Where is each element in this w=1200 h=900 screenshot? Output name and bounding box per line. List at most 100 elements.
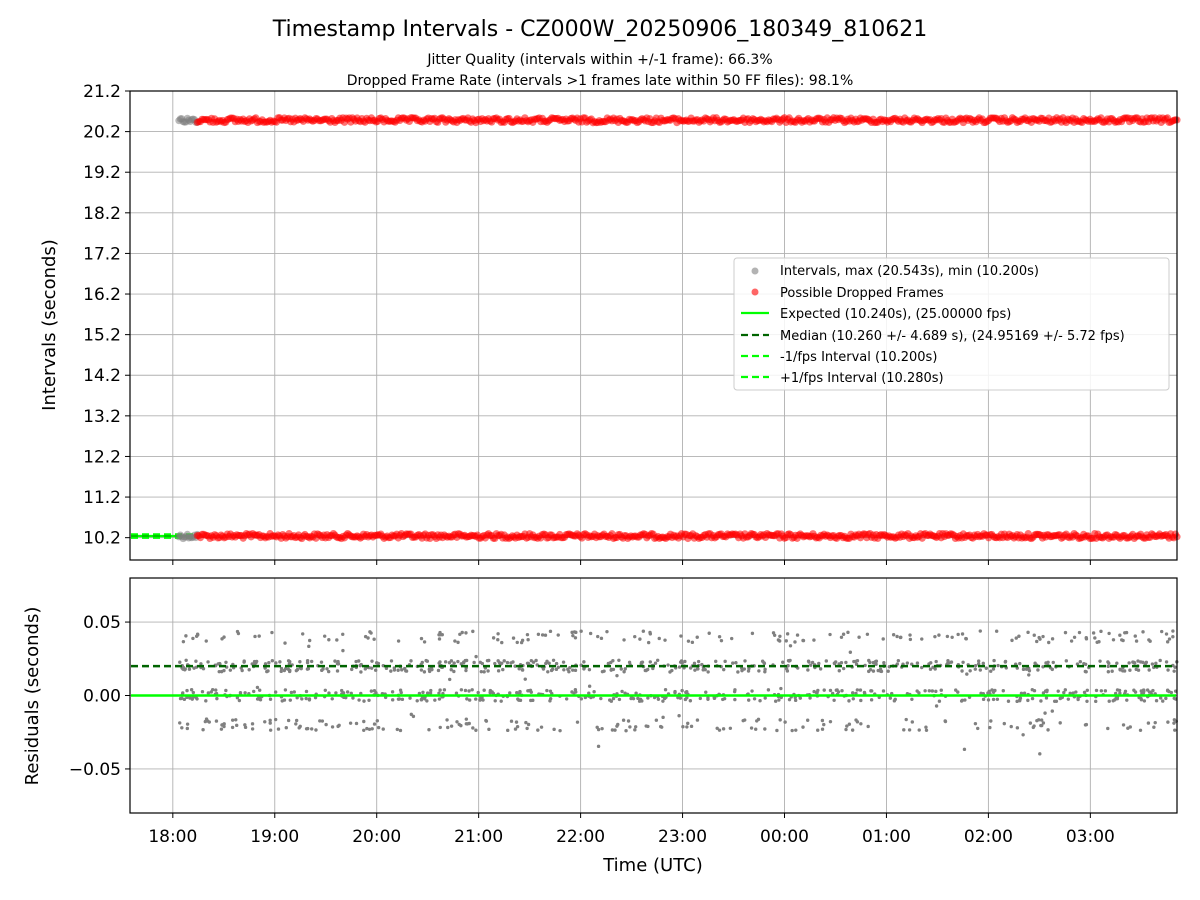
residual-point-108 — [992, 658, 996, 663]
residual-point-1154 — [620, 689, 624, 694]
residual-point-1054 — [1035, 639, 1039, 644]
residual-point-1050 — [419, 668, 424, 672]
residual-point-743 — [841, 632, 846, 636]
residual-point-772 — [265, 669, 269, 674]
residual-point-459 — [1001, 689, 1005, 693]
residual-point-494 — [599, 696, 603, 701]
residual-point-908 — [1133, 690, 1138, 694]
residual-point-145 — [456, 659, 460, 664]
residual-point-635 — [588, 631, 593, 636]
residual-point-460 — [428, 691, 433, 695]
residual-point-453 — [855, 688, 860, 692]
residual-point-203 — [357, 659, 361, 663]
residual-point-428 — [1107, 699, 1111, 703]
residual-point-33 — [476, 690, 480, 695]
residual-point-269 — [288, 660, 292, 664]
residual-point-101 — [571, 668, 575, 672]
residual-point-871 — [389, 669, 393, 673]
residual-point-727 — [981, 697, 986, 702]
legend-box — [733, 257, 1170, 391]
residual-point-79 — [189, 688, 194, 692]
residual-point-839 — [646, 640, 651, 645]
residual-point-708 — [404, 669, 409, 673]
residual-point-557 — [822, 688, 826, 692]
residual-point-831 — [871, 660, 876, 665]
residual-point-1133 — [989, 719, 993, 723]
residual-point-1149 — [673, 690, 677, 695]
residual-point-266 — [1164, 632, 1169, 636]
residual-point-1239 — [513, 727, 518, 731]
residual-point-279 — [1171, 635, 1175, 639]
residual-point-1059 — [695, 667, 700, 671]
residual-point-608 — [415, 699, 419, 703]
legend-marker-intervals — [751, 267, 759, 275]
x-tick-label-1: 19:00 — [250, 827, 299, 847]
residual-point-659 — [1095, 640, 1099, 645]
residual-point-20 — [354, 659, 358, 664]
residual-point-600 — [1128, 668, 1132, 672]
residual-point-32 — [1082, 690, 1087, 695]
residual-point-796 — [460, 630, 464, 635]
residual-point-945 — [1107, 661, 1111, 666]
residuals-y-ticks: 0.05 0.00 −0.05 — [69, 613, 130, 780]
residual-point-808 — [822, 722, 826, 727]
residual-point-402 — [750, 689, 754, 693]
residual-point-977 — [330, 697, 334, 701]
residual-point-470 — [1024, 667, 1029, 671]
residual-point-65 — [981, 661, 985, 666]
residual-point-666 — [1041, 721, 1046, 725]
residual-point-75 — [1046, 728, 1050, 732]
residual-point-561 — [721, 727, 726, 731]
residual-point-283 — [304, 689, 309, 694]
residual-point-352 — [1141, 630, 1145, 634]
residual-point-785 — [923, 689, 927, 693]
residual-point-1080 — [482, 688, 486, 692]
residual-point-354 — [318, 719, 322, 723]
residual-point-1229 — [1159, 696, 1163, 700]
residual-point-508 — [467, 721, 471, 726]
residual-point-699 — [676, 695, 680, 700]
residual-point-1129 — [820, 718, 825, 723]
residual-point-72 — [924, 728, 929, 732]
residual-point-955 — [855, 720, 860, 724]
residual-point-341 — [627, 660, 632, 665]
residual-point-857 — [628, 725, 632, 729]
residual-point-975 — [425, 691, 430, 695]
residual-point-280 — [865, 632, 870, 636]
residual-point-567 — [801, 725, 805, 729]
residual-point-681 — [422, 670, 427, 674]
residual-point-1234 — [242, 659, 246, 663]
residual-point-599 — [289, 690, 294, 695]
residual-point-560 — [837, 669, 841, 673]
residual-point-630 — [1026, 630, 1030, 635]
residual-point-202 — [191, 636, 195, 641]
residual-point-1142 — [526, 661, 531, 666]
residual-point-474 — [1125, 698, 1129, 702]
residual-point-350 — [362, 699, 366, 703]
residual-point-1221 — [341, 632, 345, 637]
residual-point-322 — [214, 719, 219, 723]
residual-point-943 — [188, 696, 192, 700]
residual-point-355 — [286, 718, 291, 723]
residual-point-228 — [481, 698, 485, 702]
residual-point-146 — [445, 718, 449, 722]
residual-point-866 — [491, 636, 496, 640]
residual-point-812 — [478, 698, 482, 702]
residuals-y-tick-label-2: −0.05 — [69, 760, 121, 780]
residual-point-849 — [610, 728, 615, 732]
x-tick-label-2: 20:00 — [352, 827, 401, 847]
residual-point-1166 — [240, 668, 244, 673]
residual-point-1023 — [964, 637, 968, 641]
residual-point-1150 — [205, 719, 210, 723]
residual-point-252 — [534, 658, 538, 663]
residual-point-958 — [326, 669, 331, 674]
residual-point-255 — [524, 720, 528, 725]
residual-point-1194 — [1111, 638, 1116, 642]
residual-point-996 — [362, 728, 366, 732]
x-tick-label-6: 00:00 — [760, 827, 809, 847]
residual-point-1134 — [646, 724, 650, 729]
residual-point-1245 — [184, 634, 188, 638]
residual-point-1162 — [185, 688, 189, 693]
chart-title: Timestamp Intervals - CZ000W_20250906_18… — [272, 17, 928, 42]
residual-point-438 — [425, 699, 429, 703]
